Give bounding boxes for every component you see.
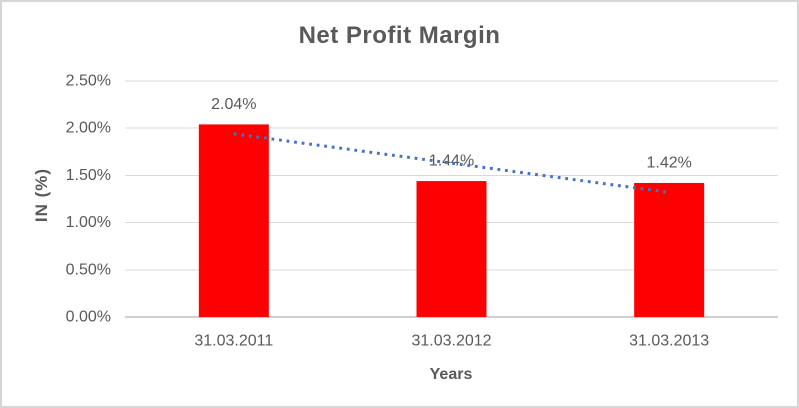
bar [634,182,705,317]
x-tick-label: 31.03.2012 [411,333,491,350]
y-tick-label: 2.50% [66,73,111,90]
x-tick-label: 31.03.2013 [629,333,709,350]
x-tick-label: 31.03.2011 [194,333,273,350]
y-tick-label: 0.00% [66,309,111,326]
bar-value-label: 1.42% [646,154,691,171]
bar-value-label: 1.44% [429,153,474,170]
y-tick-label: 1.00% [66,214,111,231]
chart-title: Net Profit Margin [298,22,501,49]
y-tick-label: 0.50% [66,261,111,278]
trendline [233,132,670,194]
bar-value-label: 2.04% [211,96,256,113]
y-tick-label: 1.50% [66,167,111,184]
bar [198,124,269,317]
x-axis-title: Years [429,366,473,383]
bar [416,181,487,317]
y-tick-label: 2.00% [66,120,111,137]
